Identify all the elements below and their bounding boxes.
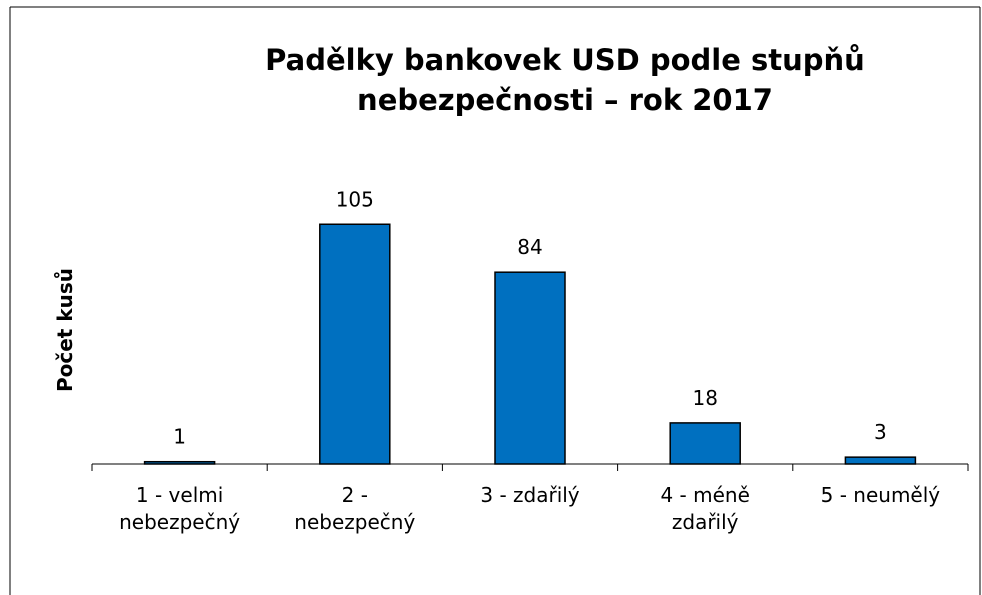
x-tick-label: 2 - nebezpečný: [294, 483, 416, 534]
data-label: 18: [692, 386, 717, 410]
data-label: 1: [173, 425, 186, 449]
bar: [494, 271, 566, 465]
bar: [143, 460, 216, 465]
bar: [844, 456, 917, 465]
data-label: 105: [336, 187, 374, 211]
bar: [319, 223, 391, 465]
x-tick-label: 4 - méně zdařilý: [660, 483, 750, 534]
bar: [669, 422, 741, 465]
y-axis-label: Počet kusů: [53, 268, 77, 392]
x-tick-label: 5 - neumělý: [820, 483, 941, 507]
chart-title: Padělky bankovek USD podle stupňů nebezp…: [265, 43, 865, 117]
x-tick-label: 1 - velmi nebezpečný: [119, 483, 241, 534]
x-tick-label: 3 - zdařilý: [480, 483, 580, 507]
data-label: 3: [874, 420, 887, 444]
data-label: 84: [517, 235, 542, 259]
